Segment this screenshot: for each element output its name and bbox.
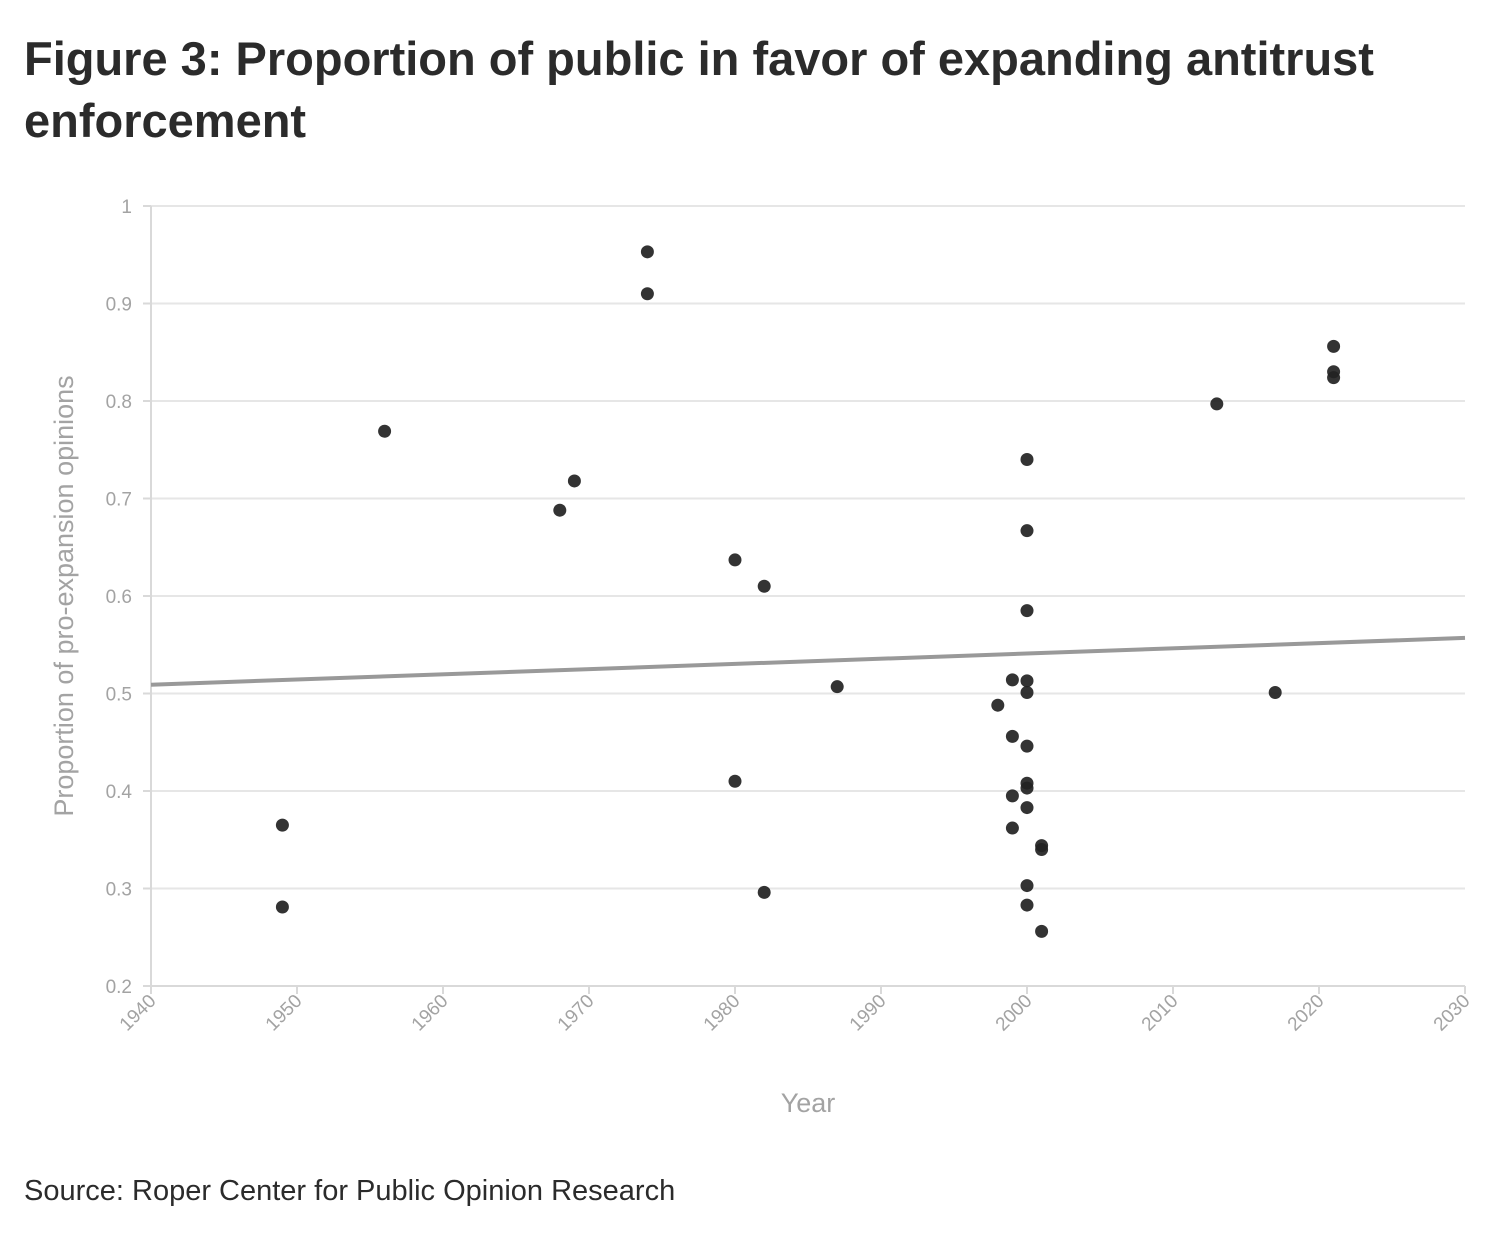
x-tick-label: 1980 [700,991,745,1036]
x-tick-label: 1990 [846,991,891,1036]
x-tick-label: 1970 [554,991,599,1036]
data-point [640,287,654,301]
data-point [1210,397,1224,411]
data-point [1020,801,1034,815]
data-point [567,474,581,488]
x-tick-label: 2030 [1430,991,1475,1036]
x-tick-label: 2020 [1284,991,1329,1036]
data-point [728,774,742,788]
data-point [1268,686,1282,700]
data-point [1020,879,1034,893]
x-tick-label: 1950 [262,991,307,1036]
data-point [728,553,742,567]
y-tick-label: 0.4 [106,782,133,803]
data-point [1005,673,1019,687]
data-point [830,680,844,694]
data-point [1020,739,1034,753]
data-point [640,245,654,259]
y-tick-label: 0.6 [106,587,132,608]
data-point [1020,686,1034,700]
data-point [757,579,771,593]
x-tick-label: 1960 [408,991,453,1036]
gridlines [151,205,1465,987]
x-axis-label: Year [781,1088,836,1118]
y-tick-label: 0.5 [106,685,132,706]
y-tick-label: 1 [121,197,132,218]
y-tick-label: 0.7 [106,490,132,511]
y-axis-label: Proportion of pro-expansion opinions [49,375,79,816]
data-point [1327,339,1341,353]
data-point [275,818,289,832]
x-tick-label: 2010 [1138,991,1183,1036]
y-tick-label: 0.8 [106,392,132,413]
data-point [1005,789,1019,803]
data-point [378,424,392,438]
data-point [757,885,771,899]
data-point [1020,453,1034,466]
data-point [1327,371,1341,385]
data-point [1035,843,1049,856]
data-point [1020,674,1034,688]
data-point [1020,781,1034,795]
data-point [1020,524,1034,538]
source-note: Source: Roper Center for Public Opinion … [24,1175,676,1207]
data-point [1035,924,1049,938]
trendline [150,635,1466,687]
data-point [553,503,567,517]
data-point [991,698,1005,712]
data-point [1020,604,1034,618]
y-tick-label: 0.9 [106,295,132,316]
trend-line [150,635,1466,687]
data-point [1005,821,1019,835]
data-point [275,900,289,914]
data-point [1020,898,1034,912]
y-tick-label: 0.3 [106,880,132,901]
chart-title: Figure 3: Proportion of public in favor … [24,32,1374,147]
x-tick-label: 2000 [992,991,1037,1036]
data-points [275,245,1341,938]
y-tick-label: 0.2 [106,977,132,998]
data-point [1005,729,1019,743]
